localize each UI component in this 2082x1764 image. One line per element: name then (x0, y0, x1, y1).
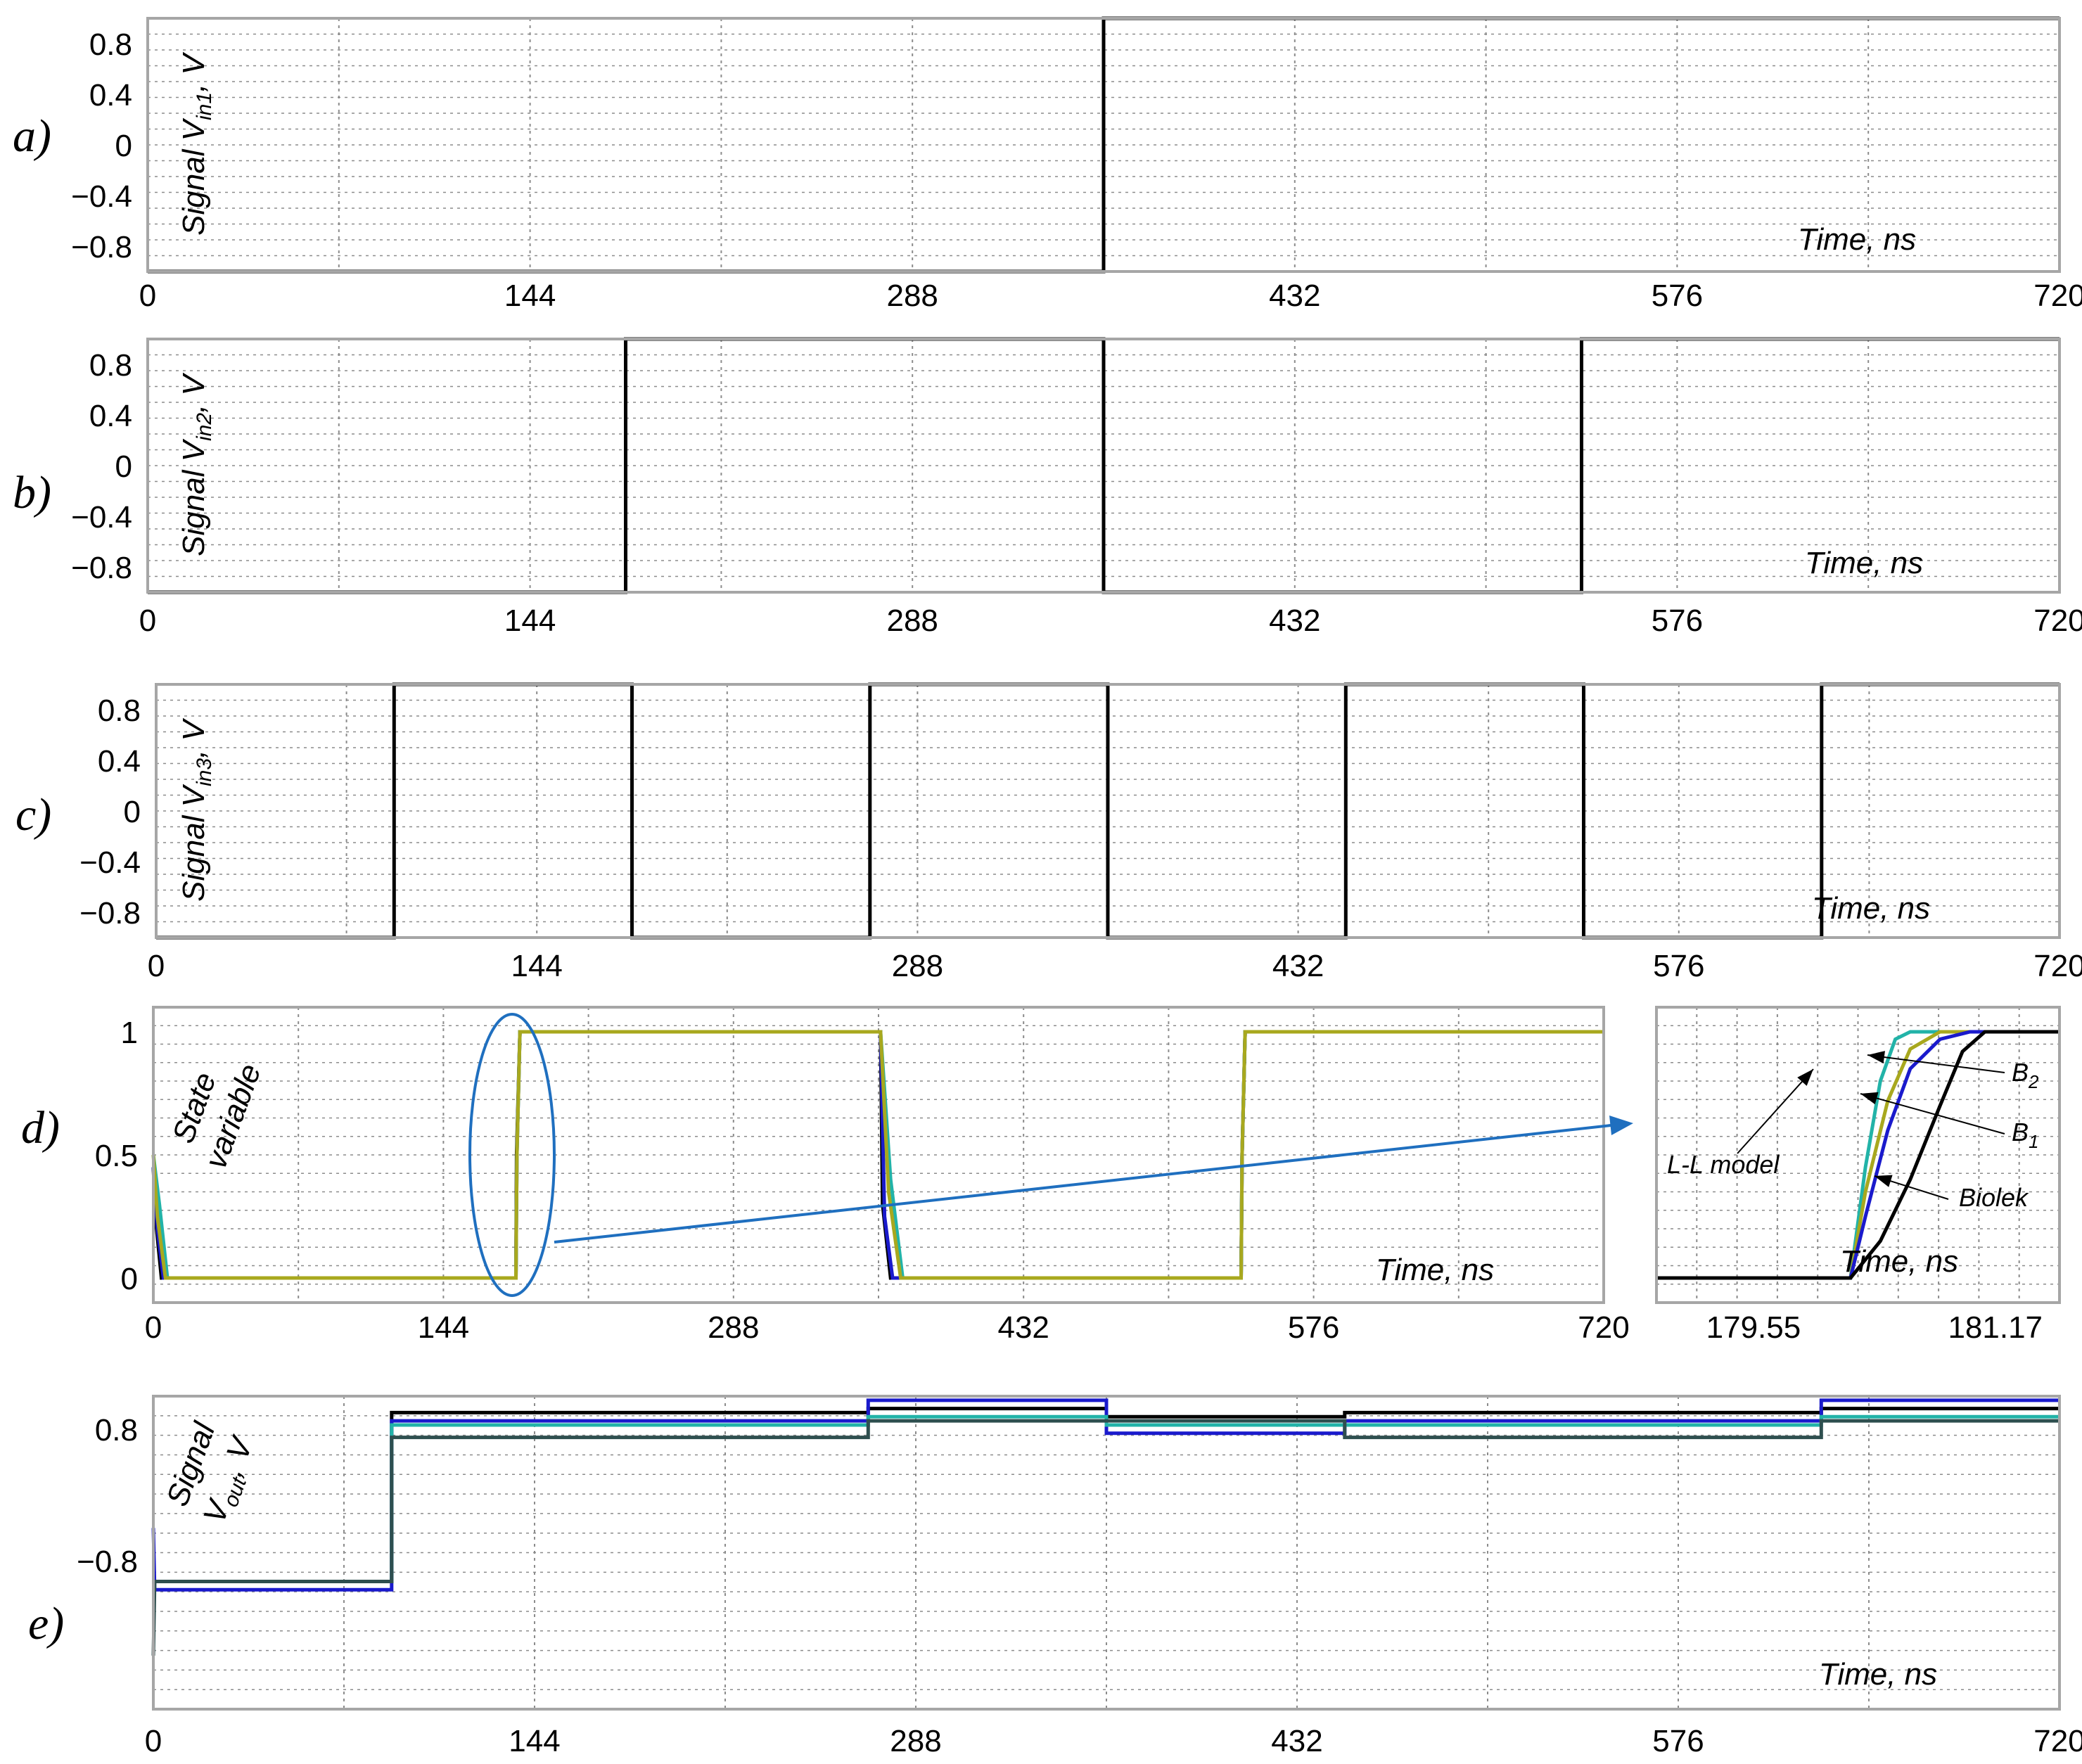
x-tick-label: 576 (1288, 1310, 1339, 1345)
annotation-arrowhead (1797, 1069, 1813, 1086)
x-tick-label: 0 (139, 279, 156, 313)
x-tick-label: 720 (2033, 949, 2082, 983)
x-tick-label: 144 (511, 949, 562, 983)
y-tick-label: 0 (124, 795, 141, 829)
x-tick-label: 576 (1653, 949, 1704, 983)
frame-layer (146, 17, 2061, 1711)
panel-label: b) (13, 467, 51, 518)
series-b1 (1656, 1030, 2059, 1280)
plot-frame (146, 338, 2061, 594)
x-tick-label: 720 (2033, 603, 2082, 638)
x-tick-label: 181.17 (1948, 1310, 2043, 1345)
annotation-arrowhead (1860, 1092, 1879, 1105)
x-tick-label: 576 (1652, 603, 1703, 638)
y-tick-label: 0.4 (89, 399, 132, 433)
series-line-2 (151, 1398, 2059, 1592)
annotation-label: Biolek (1959, 1183, 2029, 1212)
plot-frame (152, 1006, 1605, 1304)
annotation-label: L-L model (1667, 1150, 1780, 1179)
zoom-highlight-ellipse (468, 1013, 556, 1297)
x-tick-label: 144 (418, 1310, 469, 1345)
x-tick-label: 432 (997, 1310, 1049, 1345)
x-tick-label: 0 (145, 1310, 162, 1345)
x-tick-label: 432 (1271, 1724, 1322, 1758)
zoom-pointer-arrowhead (1609, 1116, 1633, 1135)
x-tick-label: 432 (1272, 949, 1324, 983)
y-tick-label: −0.8 (71, 230, 132, 264)
series-line-3 (153, 1414, 2059, 1583)
y-tick-label: 0.4 (89, 78, 132, 113)
plot-frame (1655, 1006, 2061, 1304)
panel-label: a) (13, 110, 51, 162)
y-tick-label: 0 (115, 129, 132, 163)
x-tick-label: 0 (145, 1724, 162, 1758)
plot-frame (146, 17, 2061, 273)
y-tick-label: 0 (121, 1262, 138, 1296)
series-biolek (1656, 1030, 2059, 1280)
x-tick-label: 144 (509, 1724, 560, 1758)
x-tick-label: 288 (892, 949, 943, 983)
y-tick-label: 0.8 (89, 27, 132, 62)
y-tick-label: −0.4 (79, 845, 141, 880)
annotation-arrowhead (1867, 1051, 1885, 1063)
y-tick-label: 0.8 (89, 348, 132, 383)
x-tick-label: 288 (708, 1310, 759, 1345)
y-tick-label: 0.4 (98, 744, 141, 779)
x-tick-label: 288 (886, 279, 938, 313)
annotation-arrowhead (1875, 1175, 1893, 1187)
y-tick-label: −0.8 (77, 1545, 138, 1579)
x-tick-label: 720 (2033, 279, 2082, 313)
series-line-1 (148, 337, 2059, 594)
y-tick-label: 0.5 (95, 1139, 138, 1173)
y-tick-label: 1 (121, 1016, 138, 1050)
y-axis-label-line1: Signal (160, 1417, 222, 1511)
annotation-label: B1 (2012, 1118, 2038, 1152)
y-tick-label: 0.8 (98, 694, 141, 728)
x-tick-label: 432 (1269, 279, 1320, 313)
y-tick-label: 0 (115, 449, 132, 484)
x-tick-label: 432 (1269, 603, 1320, 638)
x-tick-label: 144 (504, 603, 556, 638)
x-tick-label: 576 (1652, 1724, 1704, 1758)
x-axis-label: Time, ns (1812, 891, 1930, 926)
panel-label: c) (15, 789, 51, 841)
text-layer: 0 144 288 432 576 720 0.8 0.4 0 −0.4 −0.8 Time, ns a… (13, 27, 2082, 1758)
y-tick-label: 0.8 (95, 1413, 138, 1447)
x-tick-label: 0 (139, 603, 156, 638)
x-tick-label: 144 (504, 279, 556, 313)
panel-label: e) (28, 1598, 64, 1649)
plot-frame (155, 683, 2061, 939)
annotation-arrow-line (1737, 1068, 1814, 1154)
y-axis-label: Signal Vin3, V (177, 717, 216, 901)
x-axis-label: Time, ns (1805, 546, 1923, 580)
y-tick-label: −0.8 (79, 896, 141, 931)
plot-frame (152, 1395, 2061, 1711)
annotation-arrow-line (1867, 1054, 2005, 1073)
x-tick-label: 179.55 (1706, 1310, 1801, 1345)
y-axis-label: Signal Vin1, V (177, 51, 216, 235)
x-axis-label: Time, ns (1376, 1253, 1494, 1287)
x-tick-label: 576 (1652, 279, 1703, 313)
series-line-4 (151, 1419, 2059, 1656)
x-tick-label: 288 (886, 603, 938, 638)
y-tick-label: −0.4 (71, 500, 132, 535)
x-axis-label: Time, ns (1798, 222, 1916, 257)
annotation-label: B2 (2012, 1058, 2039, 1092)
annotation-arrow-line (1860, 1093, 2005, 1135)
y-tick-label: −0.4 (71, 179, 132, 214)
series-line-4 (151, 1030, 1604, 1280)
y-tick-label: −0.8 (71, 551, 132, 585)
x-axis-label: Time, ns (1819, 1657, 1937, 1692)
annotation-layer: B2 B1 L-L model Biolek (468, 1013, 2039, 1297)
x-tick-label: 0 (148, 949, 165, 983)
y-axis-label: Signal Vin2, V (177, 372, 216, 556)
x-tick-label: 720 (1578, 1310, 1629, 1345)
zoom-pointer-arrow-line (554, 1124, 1611, 1244)
x-tick-label: 720 (2033, 1724, 2082, 1758)
panel-label: d) (21, 1102, 60, 1153)
series-layer (148, 16, 2059, 1656)
x-axis-label: Time, ns (1840, 1244, 1958, 1279)
x-tick-label: 288 (890, 1724, 941, 1758)
